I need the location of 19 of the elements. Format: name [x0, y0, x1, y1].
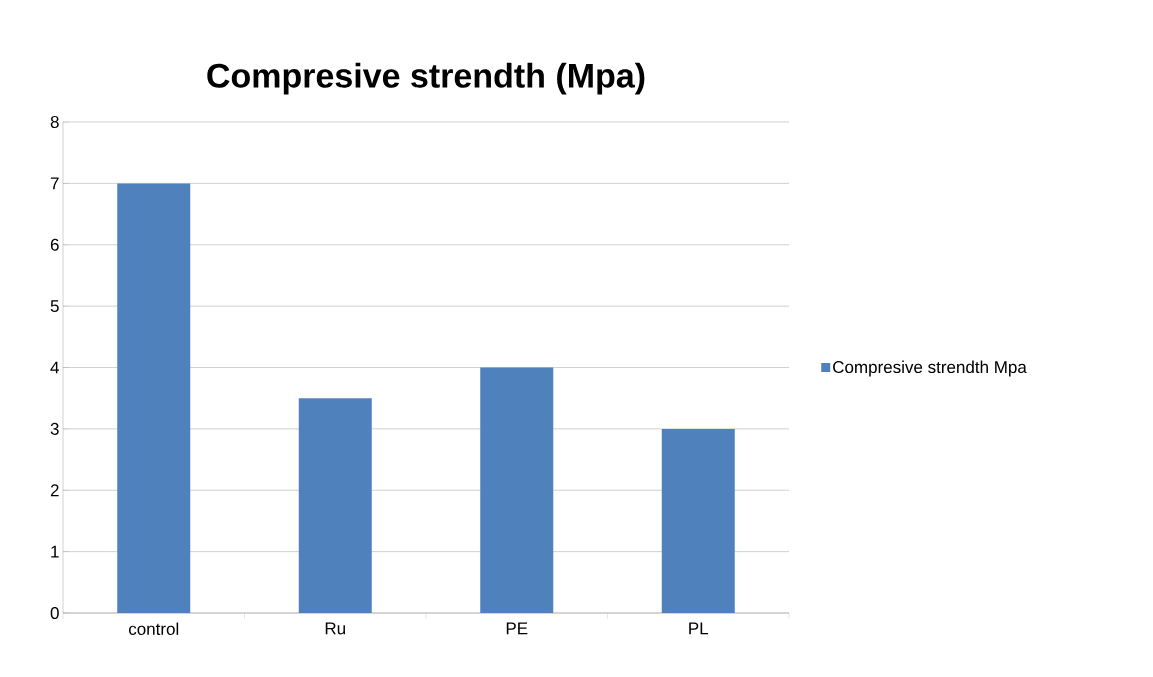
y-tick-label: 3 [50, 422, 59, 435]
x-tick-label: Ru [325, 622, 345, 635]
legend-label: Compresive strendth Mpa [833, 360, 1027, 377]
y-tick-label: 7 [50, 177, 59, 190]
chart-title: Compresive strendth (Mpa) [207, 62, 645, 95]
y-tick-label: 5 [50, 300, 59, 313]
bar [298, 398, 372, 613]
y-tick-label: 2 [50, 484, 59, 497]
y-tick-label: 1 [51, 545, 59, 558]
y-tick-label: 4 [50, 361, 59, 374]
x-tick-label: control [128, 622, 179, 636]
y-tick-label: 0 [50, 606, 59, 620]
bar [117, 183, 191, 613]
y-tick-label: 6 [50, 238, 59, 251]
x-tick-label: PE [506, 622, 528, 635]
x-tick-label: PL [689, 622, 709, 635]
y-tick-label: 8 [50, 115, 59, 129]
bar [480, 367, 554, 613]
bar [661, 428, 735, 613]
